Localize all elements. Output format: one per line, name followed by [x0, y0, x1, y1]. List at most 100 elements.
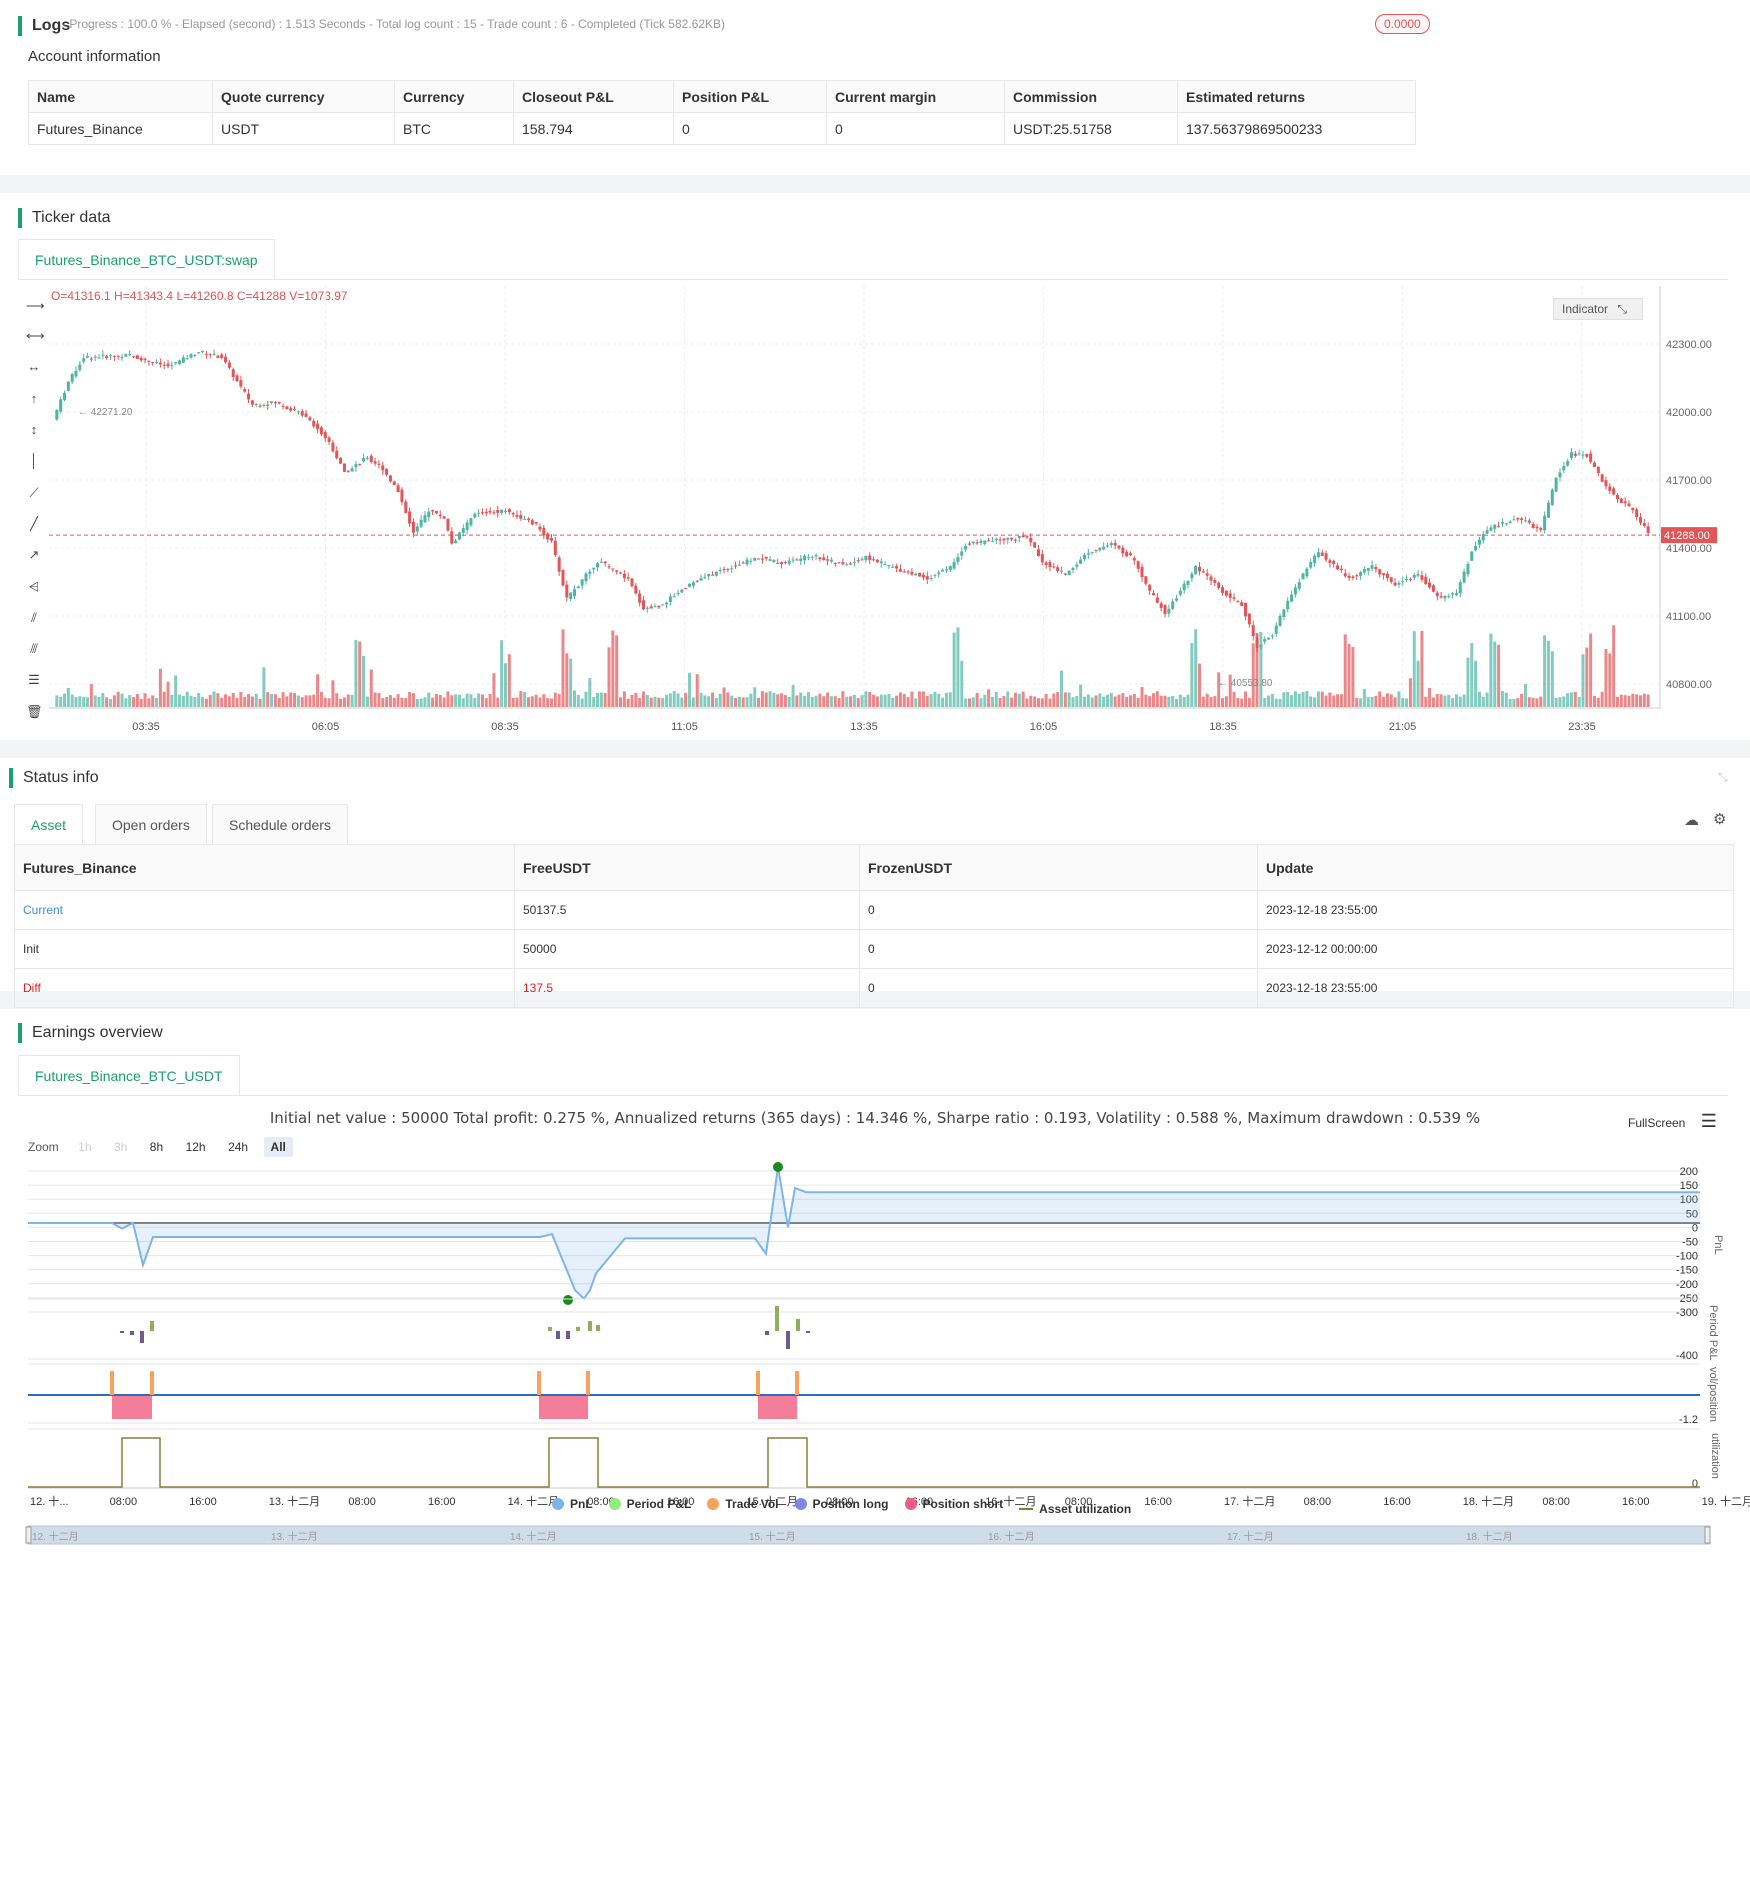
volume-bar	[197, 693, 201, 707]
candle-body	[201, 350, 205, 352]
zoom-3h-button[interactable]: 3h	[113, 1140, 128, 1154]
volume-bar	[239, 692, 243, 707]
trash-icon[interactable]: 🗑	[26, 704, 43, 719]
volume-bar	[603, 693, 607, 707]
candle-body	[822, 557, 826, 561]
candle-body	[181, 357, 185, 363]
volume-bar	[833, 696, 837, 707]
candle-body	[1623, 501, 1627, 504]
candle-body	[59, 399, 63, 412]
candlestick-chart[interactable]: 42300.00 42000.00 41700.00 41400.00 41100.00…	[0, 193, 1750, 740]
volume-bar	[346, 694, 350, 707]
volume-bar	[74, 697, 78, 707]
volume-bar	[875, 696, 879, 707]
volume-bar	[764, 692, 768, 707]
candle-body	[1293, 587, 1297, 595]
candle-body	[1466, 563, 1470, 575]
zoom-12h-button[interactable]: 12h	[185, 1140, 206, 1154]
candle-body	[1378, 569, 1382, 575]
candle-body	[1059, 570, 1063, 572]
vertical-line-icon[interactable]: │	[29, 453, 39, 468]
candle-body	[70, 373, 74, 382]
volume-bar	[1067, 692, 1071, 707]
cloud-download-icon[interactable]: ☁	[1684, 812, 1699, 829]
candle-body	[346, 470, 350, 472]
volume-bar	[1029, 695, 1033, 707]
candle-body	[1397, 582, 1401, 585]
volume-bar	[1113, 696, 1117, 707]
volume-bar	[856, 698, 860, 707]
vertical-ray-icon[interactable]: ↑	[30, 391, 38, 406]
volume-bar	[266, 692, 270, 707]
vertical-segment-icon[interactable]: ↕	[30, 422, 38, 437]
candle-body	[672, 596, 676, 598]
tab-earnings-pair[interactable]: Futures_Binance_BTC_USDT	[18, 1055, 240, 1096]
fibonacci-icon[interactable]: ☰	[28, 672, 40, 687]
horizontal-segment-icon[interactable]: ↔	[27, 359, 41, 374]
collapse-icon[interactable]: ⤡	[1718, 770, 1728, 784]
candle-body	[277, 401, 281, 404]
candle-body	[308, 417, 312, 421]
legend-item[interactable]: Position short	[904, 1497, 1003, 1511]
volume-bar	[1320, 691, 1324, 707]
menu-icon[interactable]: ☰	[1700, 1111, 1717, 1131]
volume-bar	[500, 640, 504, 707]
volume-bar	[166, 681, 170, 707]
fullscreen-button[interactable]: FullScreen ☰	[1628, 1111, 1717, 1132]
candle-body	[208, 354, 212, 356]
period-pnl-bar	[796, 1319, 800, 1331]
legend-item[interactable]: Period P&L	[608, 1497, 691, 1511]
candle-body	[1159, 603, 1163, 609]
candle-body	[944, 569, 948, 571]
legend-item[interactable]: Asset utilization	[1019, 1502, 1131, 1516]
price-line-icon[interactable]: ⩤	[28, 579, 40, 594]
candle-body	[1443, 595, 1447, 599]
volume-bar	[960, 660, 964, 707]
candle-body	[1152, 593, 1156, 596]
zoom-1h-button[interactable]: 1h	[78, 1140, 92, 1154]
candle-body	[883, 564, 887, 566]
volume-bar	[588, 678, 592, 707]
tab-open-orders[interactable]: Open orders	[95, 804, 207, 845]
volume-bar	[891, 697, 895, 707]
candle-body	[1297, 582, 1301, 589]
volume-bar	[553, 692, 557, 707]
parallel-lines-icon[interactable]: ⫽	[31, 610, 37, 625]
volume-bar	[1378, 691, 1382, 707]
legend-item[interactable]: Trade Vol	[707, 1497, 779, 1511]
pnl-tick-label: 0	[1692, 1222, 1698, 1234]
horizontal-line-icon[interactable]: ⟷	[26, 328, 45, 343]
price-channel-icon[interactable]: ⫻	[30, 641, 38, 656]
volume-bar	[630, 694, 634, 707]
horizontal-ray-icon[interactable]: ⟶	[26, 298, 45, 313]
candle-body	[1305, 568, 1309, 577]
earnings-chart[interactable]: 200150100500-50-100-150-200-250-300PnL-4…	[0, 1009, 1750, 1899]
settings-icon[interactable]: ⚙	[1713, 811, 1727, 828]
volume-bar	[760, 691, 764, 707]
zoom-24h-button[interactable]: 24h	[228, 1140, 249, 1154]
candle-body	[1056, 567, 1060, 571]
ray-icon[interactable]: ⟋	[29, 485, 39, 500]
x-tick-label: 06:05	[312, 721, 340, 733]
segment-icon[interactable]: ╱	[30, 516, 38, 531]
volume-bar	[1056, 692, 1060, 707]
volume-bar	[193, 696, 197, 707]
indicator-button[interactable]: Indicator ⤡	[1553, 298, 1643, 320]
legend-item[interactable]: PnL	[552, 1497, 593, 1511]
volume-bar	[1474, 660, 1478, 707]
volume-bar	[132, 697, 136, 707]
col-update: Update	[1257, 844, 1734, 891]
earnings-legend: PnL Period P&L Trade Vol Position long Posit…	[552, 1497, 1147, 1516]
volume-bar	[1374, 695, 1378, 707]
tab-ticker-swap[interactable]: Futures_Binance_BTC_USDT:swap	[18, 239, 275, 280]
straight-line-icon[interactable]: ↗	[28, 547, 40, 562]
y-tick-label: 42300.00	[1666, 339, 1712, 351]
zoom-all-button[interactable]: All	[263, 1137, 293, 1157]
tab-asset[interactable]: Asset	[14, 804, 84, 845]
legend-item[interactable]: Position long	[794, 1497, 889, 1511]
tab-schedule-orders[interactable]: Schedule orders	[212, 804, 348, 845]
zoom-8h-button[interactable]: 8h	[149, 1140, 164, 1154]
candle-body	[469, 518, 473, 526]
candle-body	[124, 354, 128, 357]
volume-bar	[898, 692, 902, 707]
